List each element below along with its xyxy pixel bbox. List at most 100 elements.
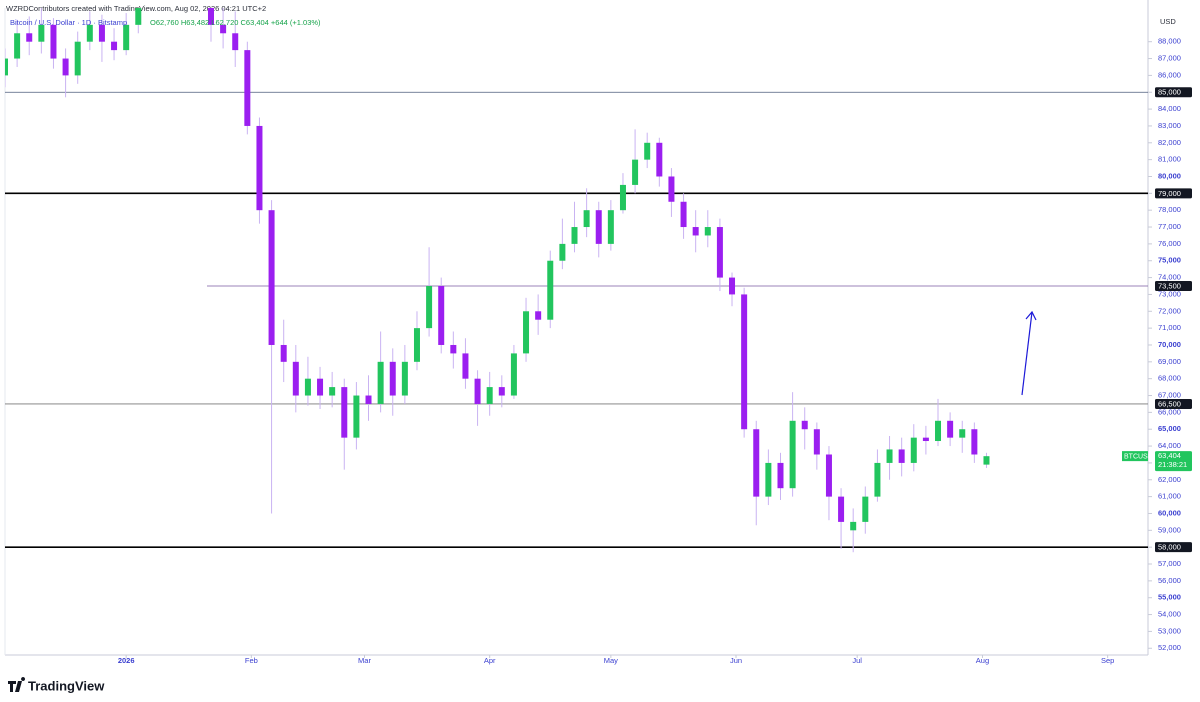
x-tick-label: May xyxy=(604,656,618,665)
y-tick-label: 65,000 xyxy=(1158,424,1181,433)
candle-body xyxy=(389,361,396,396)
candle-body xyxy=(947,420,954,438)
y-tick-label: 87,000 xyxy=(1158,54,1181,63)
y-tick-label: 80,000 xyxy=(1158,171,1181,180)
countdown: 21:38:21 xyxy=(1158,460,1187,469)
level-label: 73,500 xyxy=(1158,281,1181,290)
y-tick-label: 78,000 xyxy=(1158,205,1181,214)
candle-body xyxy=(801,420,808,430)
candle-body xyxy=(74,41,81,76)
x-tick-label: Feb xyxy=(245,656,258,665)
candle-body xyxy=(862,496,869,522)
y-tick-label: 83,000 xyxy=(1158,121,1181,130)
y-tick-label: 75,000 xyxy=(1158,256,1181,265)
x-tick-label: Apr xyxy=(484,656,496,665)
candle-body xyxy=(510,353,517,396)
candle-body xyxy=(680,201,687,228)
candle-body xyxy=(656,142,663,177)
y-tick-label: 69,000 xyxy=(1158,357,1181,366)
candle-body xyxy=(935,420,942,442)
y-tick-label: 86,000 xyxy=(1158,70,1181,79)
candle-body xyxy=(353,395,360,438)
price-box xyxy=(1155,451,1192,472)
y-tick-label: 76,000 xyxy=(1158,239,1181,248)
candle-body xyxy=(450,344,457,354)
y-tick-label: 84,000 xyxy=(1158,104,1181,113)
y-tick-label: 82,000 xyxy=(1158,138,1181,147)
y-tick-label: 59,000 xyxy=(1158,525,1181,534)
y-tick-label: 88,000 xyxy=(1158,37,1181,46)
candle-body xyxy=(438,286,445,345)
candle-body xyxy=(729,277,736,295)
candle-body xyxy=(777,462,784,489)
currency: USD xyxy=(1160,17,1176,26)
candle-body xyxy=(632,159,639,185)
level-label: 79,000 xyxy=(1158,189,1181,198)
candle-body xyxy=(559,243,566,261)
level-label-box xyxy=(1155,542,1192,553)
x-tick-label: Aug xyxy=(976,656,989,665)
candle-body xyxy=(462,353,469,379)
candle-body xyxy=(619,184,626,211)
candle-body xyxy=(922,437,929,442)
level-label-box xyxy=(1155,281,1192,292)
candle-body xyxy=(14,33,21,59)
candle-body xyxy=(716,227,723,278)
candle-body xyxy=(983,456,990,465)
candle-body xyxy=(304,378,311,396)
candle-body xyxy=(401,361,408,396)
candle-body xyxy=(765,462,772,497)
price-label: 63,404 xyxy=(1158,451,1181,460)
candle-body xyxy=(825,454,832,497)
arrow-head xyxy=(1025,310,1037,321)
level-label-box xyxy=(1155,87,1192,98)
candle-body xyxy=(668,176,675,202)
y-tick-label: 52,000 xyxy=(1158,643,1181,652)
candle-body xyxy=(971,429,978,455)
overlay: 52,000 53,000 54,000 55,000 56,000 57,000 58,0… xyxy=(118,37,1192,665)
candle-body xyxy=(292,361,299,396)
instrument: Bitcoin / U.S. Dollar · 1D · Bitstamp xyxy=(10,18,127,27)
y-tick-label: 55,000 xyxy=(1158,593,1181,602)
candle-body xyxy=(644,142,651,160)
candle-body xyxy=(486,387,493,404)
y-tick-label: 56,000 xyxy=(1158,576,1181,585)
candle-body xyxy=(111,41,118,51)
candle-body xyxy=(232,33,239,51)
arrow xyxy=(1021,311,1033,396)
candle-body xyxy=(571,227,578,244)
candle-body xyxy=(498,387,505,396)
candle-body xyxy=(50,24,57,59)
candle-body xyxy=(813,429,820,455)
candle-body xyxy=(898,449,905,463)
candle-body xyxy=(910,437,917,463)
candle-body xyxy=(280,344,287,362)
candle-body xyxy=(86,24,93,42)
y-tick-label: 62,000 xyxy=(1158,475,1181,484)
y-tick-label: 53,000 xyxy=(1158,626,1181,635)
candle-body xyxy=(523,311,530,354)
y-tick-label: 73,000 xyxy=(1158,289,1181,298)
candle-body xyxy=(62,58,69,76)
candle-body xyxy=(959,429,966,438)
y-tick-label: 81,000 xyxy=(1158,155,1181,164)
symbol-box xyxy=(1122,451,1148,462)
candle-body xyxy=(874,462,881,497)
plot xyxy=(5,8,1148,553)
y-tick-label: 77,000 xyxy=(1158,222,1181,231)
candle-body xyxy=(135,8,142,25)
candle-body xyxy=(753,429,760,497)
level-label: 85,000 xyxy=(1158,88,1181,97)
candle-body xyxy=(583,210,590,228)
x-tick-label: Jul xyxy=(852,656,862,665)
y-tick-label: 71,000 xyxy=(1158,323,1181,332)
y-tick-label: 54,000 xyxy=(1158,610,1181,619)
x-tick-label: Jun xyxy=(730,656,742,665)
candle-body xyxy=(365,395,372,404)
candle-body xyxy=(207,8,214,25)
candle-body xyxy=(377,361,384,404)
y-tick-label: 61,000 xyxy=(1158,492,1181,501)
candle-body xyxy=(220,24,227,34)
